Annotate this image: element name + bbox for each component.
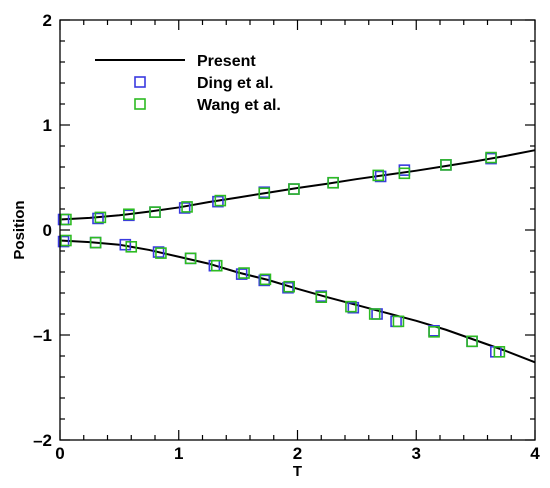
legend: Present Ding et al. Wang et al. — [95, 53, 281, 114]
present-curve — [59, 239, 536, 364]
y-tick-label: –2 — [33, 431, 52, 450]
wang-marker — [283, 280, 295, 293]
ding-marker — [119, 238, 132, 251]
wang-marker — [238, 267, 250, 279]
wang-marker — [89, 236, 102, 249]
wang-marker — [315, 291, 328, 304]
x-axis-title: T — [293, 463, 302, 480]
series-layer — [57, 149, 536, 364]
wang-marker — [214, 194, 227, 207]
wang-marker — [149, 206, 161, 218]
plot-frame — [59, 19, 536, 441]
wang-marker — [94, 211, 107, 224]
legend-wang-marker-swatch — [134, 98, 146, 110]
ding-marker — [92, 212, 104, 225]
tick-labels: 0 1 2 3 4 –2 –1 0 1 2 — [33, 11, 540, 463]
ding-marker — [258, 274, 271, 287]
ding-marker — [374, 170, 387, 183]
wang-marker — [398, 167, 411, 180]
x-tick-label: 3 — [412, 444, 421, 463]
present-curve — [59, 149, 536, 221]
x-tick-label: 2 — [293, 444, 302, 463]
wang-marker — [466, 335, 478, 348]
wang-marker — [60, 234, 72, 247]
ding-marker — [178, 202, 191, 214]
wang-marker — [372, 169, 385, 182]
legend-ding-label: Ding et al. — [197, 75, 273, 92]
x-tick-label: 0 — [55, 444, 64, 463]
ding-marker — [212, 195, 224, 208]
wang-marker — [288, 183, 300, 195]
wang-marker — [345, 300, 357, 313]
ding-marker — [57, 235, 70, 248]
ticks-layer — [59, 19, 536, 441]
x-tick-label: 4 — [530, 444, 540, 463]
wang-marker — [485, 151, 497, 164]
wang-marker — [60, 213, 72, 226]
wang-marker — [181, 201, 193, 213]
wang-marker — [210, 259, 223, 272]
ding-marker — [235, 268, 248, 280]
ding-marker — [282, 281, 294, 294]
wang-marker — [392, 315, 405, 328]
legend-present-label: Present — [197, 53, 256, 70]
wang-marker — [327, 176, 339, 189]
wang-marker — [440, 159, 452, 171]
wang-marker — [428, 326, 440, 338]
wang-marker — [493, 345, 506, 358]
y-tick-label: 0 — [43, 221, 52, 240]
wang-marker — [184, 252, 197, 265]
ding-marker — [152, 246, 165, 258]
ding-marker — [347, 301, 360, 314]
ding-marker — [390, 315, 402, 328]
wang-marker — [155, 247, 167, 259]
y-tick-label: –1 — [33, 326, 52, 345]
y-tick-label: 1 — [43, 116, 52, 135]
wang-marker — [125, 241, 138, 253]
wang-marker — [259, 273, 272, 286]
legend-ding-marker-swatch — [134, 76, 146, 88]
y-tick-label: 2 — [43, 11, 52, 30]
y-axis-title: Position — [11, 200, 28, 259]
wang-marker — [123, 208, 135, 221]
x-tick-label: 1 — [174, 444, 183, 463]
wang-marker — [368, 308, 381, 320]
wang-marker — [258, 187, 271, 200]
legend-wang-label: Wang et al. — [197, 97, 281, 114]
